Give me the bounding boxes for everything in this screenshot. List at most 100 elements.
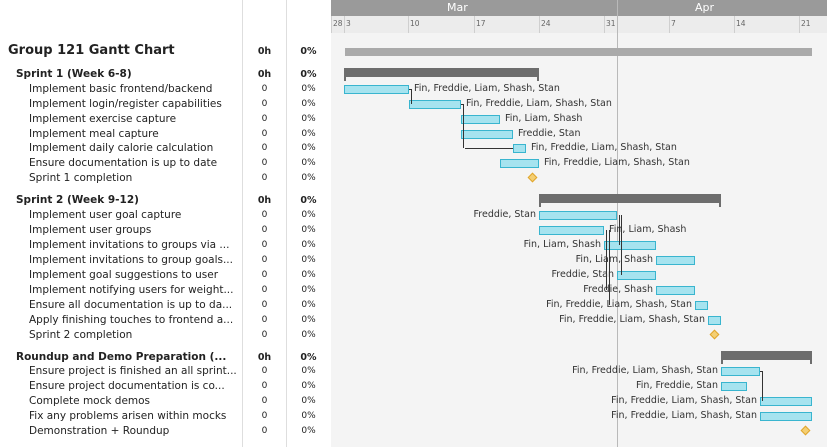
task-bar[interactable]	[721, 382, 747, 391]
task-hours: 0	[261, 411, 268, 421]
task-percent: 0%	[301, 114, 316, 124]
task-bar[interactable]	[500, 159, 539, 168]
task-bar[interactable]	[604, 241, 656, 250]
sprint-row[interactable]: Sprint 1 (Week 6-8) 0h 0%	[0, 67, 331, 82]
day-label: 24	[541, 19, 551, 28]
task-hours: 0	[261, 173, 268, 183]
month-divider	[617, 0, 618, 447]
task-hours: 0h	[257, 195, 272, 206]
task-row[interactable]: Fix any problems arisen within mocks 0 0%	[0, 409, 331, 424]
dependency-line	[762, 371, 763, 401]
month-header	[618, 0, 827, 16]
day-label: 28	[333, 19, 343, 28]
task-name: Sprint 1 completion	[29, 172, 133, 184]
task-bar[interactable]	[708, 316, 721, 325]
dependency-line	[411, 89, 412, 104]
task-row[interactable]: Apply finishing touches to frontend a...…	[0, 313, 331, 328]
task-row[interactable]: Ensure project documentation is co... 0 0%	[0, 379, 331, 394]
day-tick	[669, 16, 670, 33]
task-row[interactable]: Implement invitations to group goals... 0…	[0, 253, 331, 268]
task-bar[interactable]	[760, 412, 812, 421]
task-percent: 0%	[300, 46, 317, 57]
sprint-summary-bar[interactable]	[344, 68, 539, 81]
task-row[interactable]: Ensure all documentation is up to da... 0…	[0, 298, 331, 313]
milestone-diamond[interactable]	[527, 172, 538, 183]
task-percent: 0%	[300, 195, 317, 206]
task-row[interactable]: Complete mock demos 0 0%	[0, 394, 331, 409]
summary-cap	[721, 360, 723, 364]
task-bar[interactable]	[461, 130, 513, 139]
assignee-label: Fin, Freddie, Liam, Shash, Stan	[531, 142, 677, 153]
assignee-label: Fin, Liam, Shash	[523, 239, 601, 250]
task-row[interactable]: Sprint 1 completion 0 0%	[0, 171, 331, 186]
assignee-label: Fin, Liam, Shash	[609, 224, 687, 235]
task-row[interactable]: Implement daily calorie calculation 0 0%	[0, 141, 331, 156]
dependency-line	[619, 215, 620, 245]
task-bar[interactable]	[539, 211, 617, 220]
task-row[interactable]: Implement exercise capture 0 0%	[0, 112, 331, 127]
gantt-timeline[interactable]: Mar '25Apr '252831017243171421 Fin, Fred…	[331, 0, 827, 447]
task-bar[interactable]	[721, 367, 760, 376]
milestone-diamond[interactable]	[800, 425, 811, 436]
day-label: 14	[736, 19, 746, 28]
task-bar[interactable]	[409, 100, 461, 109]
task-bar[interactable]	[617, 271, 656, 280]
task-bar[interactable]	[695, 301, 708, 310]
project-row[interactable]: Group 121 Gantt Chart 0h 0%	[0, 43, 331, 60]
sprint-row[interactable]: Roundup and Demo Preparation (... 0h 0%	[0, 350, 331, 365]
task-bar[interactable]	[513, 144, 526, 153]
task-name: Ensure all documentation is up to da...	[29, 299, 233, 311]
task-row[interactable]: Implement meal capture 0 0%	[0, 127, 331, 142]
assignee-label: Fin, Freddie, Liam, Shash, Stan	[572, 365, 718, 376]
task-bar[interactable]	[656, 286, 695, 295]
task-hours: 0	[261, 426, 268, 436]
task-percent: 0%	[301, 285, 316, 295]
task-row[interactable]: Implement goal suggestions to user 0 0%	[0, 268, 331, 283]
task-percent: 0%	[301, 300, 316, 310]
day-strip	[331, 16, 827, 33]
task-percent: 0%	[300, 352, 317, 363]
task-bar[interactable]	[461, 115, 500, 124]
task-percent: 0%	[301, 366, 316, 376]
task-list-panel: Group 121 Gantt Chart 0h 0% Sprint 1 (Week …	[0, 0, 332, 447]
milestone-diamond[interactable]	[709, 329, 720, 340]
assignee-label: Fin, Freddie, Liam, Shash, Stan	[466, 98, 612, 109]
project-summary-bar[interactable]	[345, 48, 812, 56]
task-percent: 0%	[301, 315, 316, 325]
assignee-label: Fin, Freddie, Stan	[636, 380, 718, 391]
task-hours: 0	[261, 143, 268, 153]
summary-cap	[537, 77, 539, 81]
task-name: Ensure project documentation is co...	[29, 380, 225, 392]
task-name: Fix any problems arisen within mocks	[29, 410, 227, 422]
sprint-row[interactable]: Sprint 2 (Week 9-12) 0h 0%	[0, 193, 331, 208]
assignee-label: Freddie, Shash	[583, 284, 653, 295]
task-row[interactable]: Implement user groups 0 0%	[0, 223, 331, 238]
task-row[interactable]: Implement login/register capabilities 0 0%	[0, 97, 331, 112]
task-name: Implement user goal capture	[29, 209, 182, 221]
task-bar[interactable]	[656, 256, 695, 265]
task-row[interactable]: Implement user goal capture 0 0%	[0, 208, 331, 223]
assignee-label: Fin, Freddie, Liam, Shash, Stan	[611, 410, 757, 421]
task-row[interactable]: Ensure documentation is up to date 0 0%	[0, 156, 331, 171]
day-tick	[344, 16, 345, 33]
sprint-summary-bar[interactable]	[721, 351, 812, 364]
task-percent: 0%	[301, 330, 316, 340]
task-row[interactable]: Demonstration + Roundup 0 0%	[0, 424, 331, 439]
assignee-label: Freddie, Stan	[551, 269, 615, 280]
task-row[interactable]: Implement notifying users for weight... 0…	[0, 283, 331, 298]
task-bar[interactable]	[760, 397, 812, 406]
assignee-label: Fin, Liam, Shash	[575, 254, 653, 265]
task-bar[interactable]	[344, 85, 409, 94]
task-row[interactable]: Implement invitations to groups via ... 0…	[0, 238, 331, 253]
sprint-summary-bar[interactable]	[539, 194, 721, 207]
task-row[interactable]: Ensure project is finished an all sprint…	[0, 364, 331, 379]
task-percent: 0%	[301, 396, 316, 406]
task-name: Ensure documentation is up to date	[29, 157, 218, 169]
day-tick	[734, 16, 735, 33]
task-name: Apply finishing touches to frontend a...	[29, 314, 234, 326]
task-row[interactable]: Sprint 2 completion 0 0%	[0, 328, 331, 343]
task-row[interactable]: Implement basic frontend/backend 0 0%	[0, 82, 331, 97]
day-label: 10	[410, 19, 420, 28]
task-bar[interactable]	[539, 226, 604, 235]
task-hours: 0h	[257, 352, 272, 363]
